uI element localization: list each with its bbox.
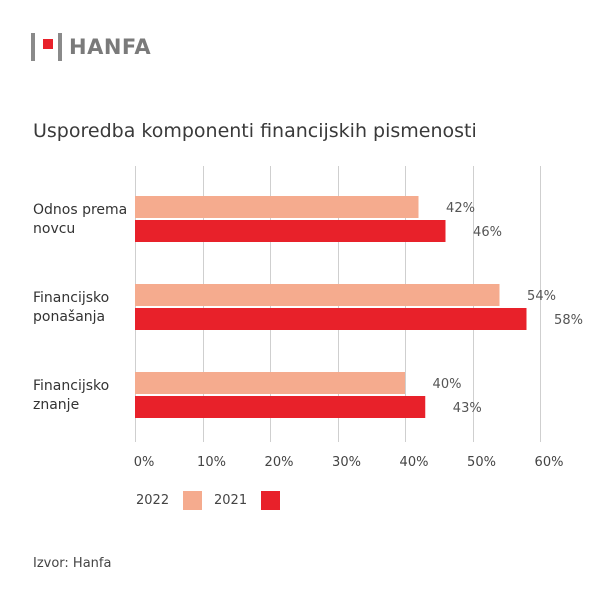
source-note: Izvor: Hanfa (33, 556, 112, 571)
legend-label-2021: 2021 (214, 492, 248, 508)
logo-left-bar (31, 33, 35, 61)
legend-item-2021: 2021 (214, 490, 281, 511)
bar-2022-0 (135, 196, 419, 218)
bar-2021-0 (135, 220, 446, 242)
x-tick-label-60: 60% (535, 455, 564, 470)
value-label-2021-2: 43% (453, 401, 482, 416)
x-tick-label-10: 10% (197, 455, 226, 470)
category-label-0-line-0: Odnos prema (33, 202, 127, 218)
bar-2021-1 (135, 308, 527, 330)
x-tick-label-0: 0% (134, 455, 155, 470)
x-tick-label-40: 40% (400, 455, 429, 470)
bar-2022-2 (135, 372, 405, 394)
x-tick-label-50: 50% (467, 455, 496, 470)
value-label-2022-0: 42% (446, 201, 475, 216)
bar-2022-1 (135, 284, 500, 306)
legend-item-2022: 2022 (136, 490, 203, 511)
value-label-2022-2: 40% (433, 377, 462, 392)
category-label-0-line-1: novcu (33, 221, 75, 237)
value-label-2021-1: 58% (554, 313, 583, 328)
legend-swatch-2022 (183, 491, 203, 510)
x-tick-label-20: 20% (265, 455, 294, 470)
value-label-2021-0: 46% (473, 225, 502, 240)
category-label-1-line-0: Financijsko (33, 290, 109, 306)
category-label-2-line-0: Financijsko (33, 378, 109, 394)
hanfa-logo: HANFA (31, 33, 171, 61)
value-label-2022-1: 54% (527, 289, 556, 304)
logo-wordmark: HANFA (69, 35, 152, 59)
legend-swatch-2021 (261, 491, 281, 510)
category-label-2-line-1: znanje (33, 397, 79, 413)
category-label-1-line-1: ponašanja (33, 309, 105, 325)
x-tick-label-30: 30% (332, 455, 361, 470)
bar-2021-2 (135, 396, 426, 418)
legend-label-2022: 2022 (136, 492, 170, 508)
logo-right-bar (58, 33, 62, 61)
chart-title: Usporedba komponenti financijskih pismen… (33, 120, 477, 142)
logo-red-square (43, 39, 53, 49)
